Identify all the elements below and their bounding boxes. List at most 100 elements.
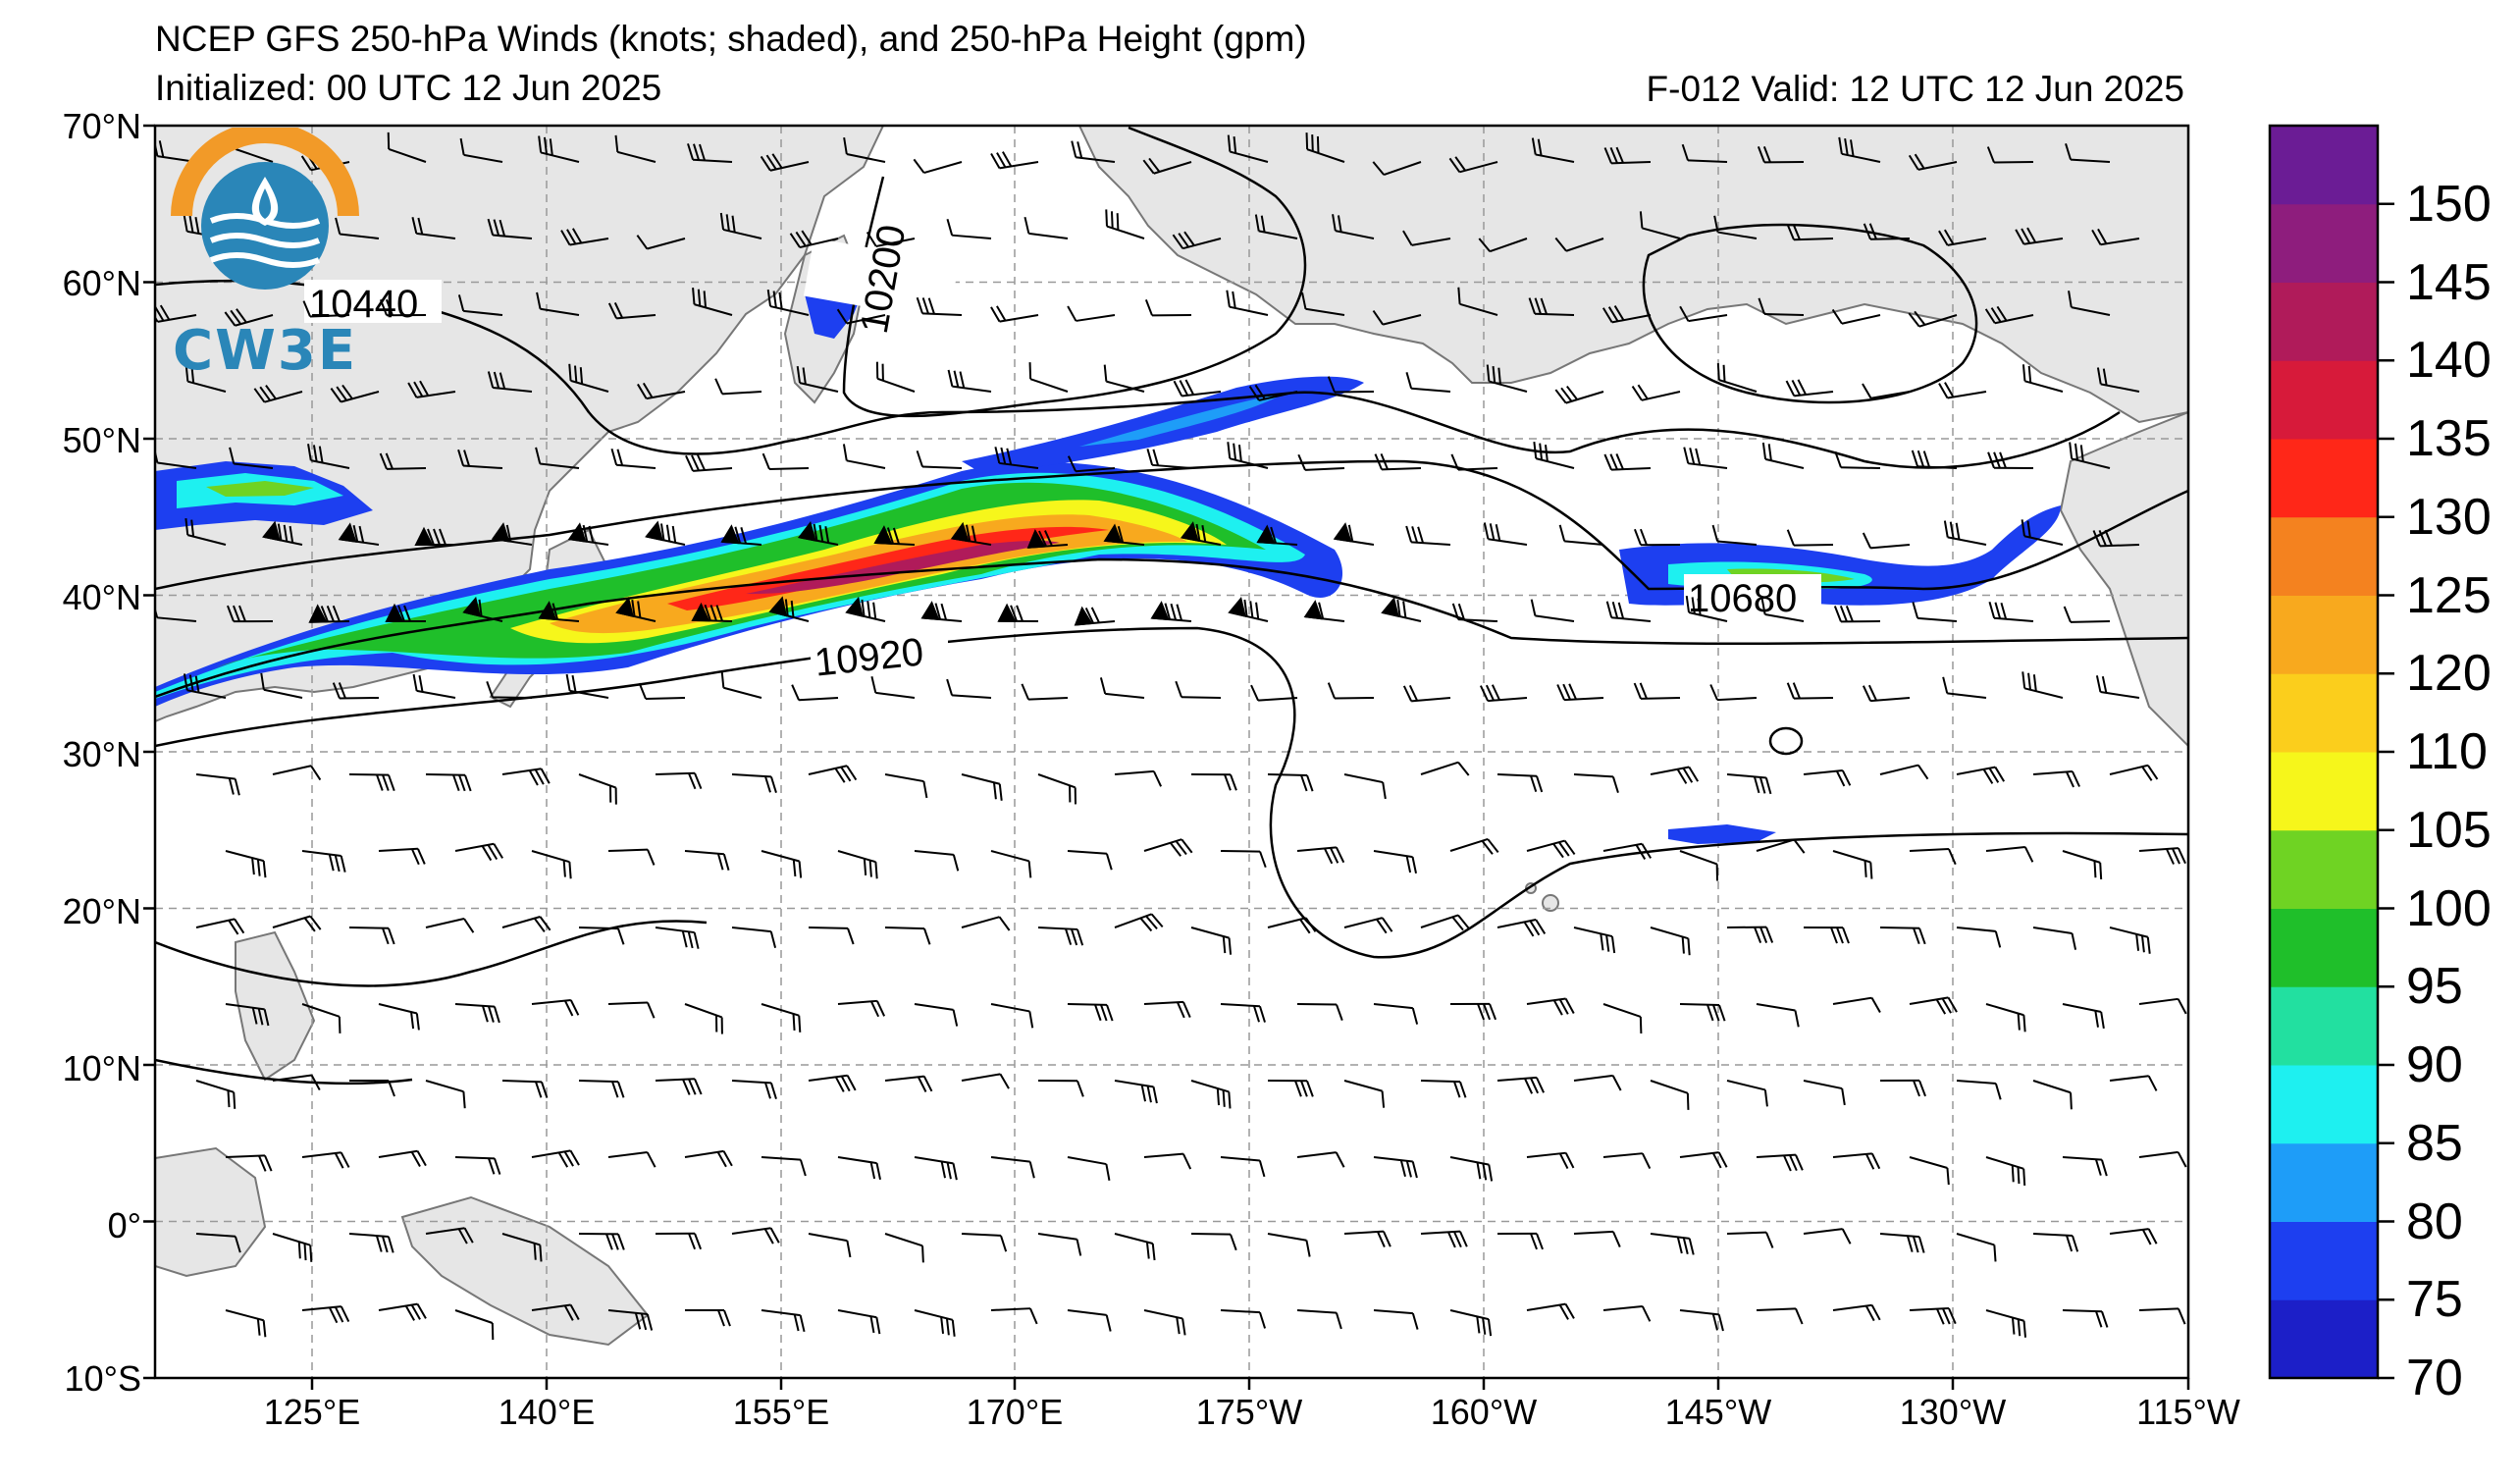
wind-barb bbox=[1984, 305, 2034, 325]
wind-barb bbox=[655, 927, 700, 949]
wind-barb bbox=[1711, 524, 1758, 546]
wind-barb bbox=[1226, 290, 1269, 316]
wind-barb bbox=[913, 158, 963, 175]
colorbar-swatch bbox=[2270, 126, 2378, 205]
wind-barb bbox=[1296, 1003, 1343, 1021]
contour-10920-b bbox=[155, 626, 2188, 959]
wind-barb bbox=[768, 596, 810, 622]
wind-barb bbox=[1909, 1306, 1957, 1325]
wind-barb bbox=[1985, 1309, 2027, 1338]
wind-barb bbox=[272, 1074, 321, 1091]
wind-barb bbox=[873, 525, 916, 546]
wind-barb bbox=[961, 1073, 1010, 1089]
wind-barb bbox=[843, 136, 886, 163]
wind-barb bbox=[2109, 764, 2159, 781]
wind-barb bbox=[1105, 209, 1145, 239]
colorbar-frame bbox=[2268, 124, 2380, 1380]
wind-barb bbox=[2021, 519, 2064, 546]
wind-barb bbox=[2032, 1233, 2079, 1252]
wind-barb bbox=[1180, 521, 1222, 546]
wind-barb bbox=[761, 1003, 802, 1033]
wind-barb bbox=[655, 1078, 703, 1095]
wind-barb bbox=[1956, 766, 2006, 784]
wind-barb bbox=[961, 773, 1003, 801]
wind-barb bbox=[1602, 1304, 1652, 1322]
wind-barb bbox=[731, 1227, 780, 1245]
wind-barb bbox=[1908, 310, 1958, 328]
wind-barb bbox=[1601, 305, 1652, 324]
wind-barb bbox=[607, 1309, 654, 1331]
wind-barb bbox=[1373, 1156, 1418, 1179]
wind-barb bbox=[1150, 601, 1192, 622]
wind-barb bbox=[387, 132, 427, 163]
wind-barb bbox=[225, 1154, 273, 1172]
wind-barb bbox=[307, 444, 350, 469]
colorbar-swatch bbox=[2270, 1142, 2378, 1222]
wind-barb bbox=[607, 1001, 656, 1019]
wind-barb bbox=[454, 1156, 501, 1175]
wind-barb bbox=[491, 522, 533, 546]
wind-barb bbox=[1573, 927, 1616, 954]
wind-barb bbox=[2015, 227, 2064, 245]
wind-barb bbox=[454, 1003, 500, 1024]
wind-barb bbox=[1911, 450, 1958, 469]
wind-barb bbox=[719, 212, 762, 239]
wind-barb bbox=[1486, 364, 1528, 393]
wind-barb bbox=[535, 447, 580, 469]
wind-barb bbox=[1908, 153, 1958, 171]
wind-barb bbox=[1832, 1303, 1881, 1322]
colorbar-label: 150 bbox=[2406, 175, 2492, 233]
wind-barb bbox=[1833, 605, 1881, 623]
wind-barb bbox=[1175, 680, 1222, 699]
wind-barb bbox=[378, 1003, 420, 1031]
wind-barb bbox=[1956, 1080, 2002, 1100]
wind-barb bbox=[2021, 671, 2064, 699]
lat-label-0: 0° bbox=[107, 1205, 141, 1245]
wind-barb bbox=[1420, 1230, 1468, 1248]
wind-barb bbox=[1103, 364, 1145, 393]
lon-label-115w: 115°W bbox=[2136, 1392, 2240, 1432]
lon-label-130w: 130°W bbox=[1899, 1392, 2007, 1432]
wind-barb bbox=[914, 1309, 956, 1337]
chart-title: NCEP GFS 250-hPa Winds (knots; shaded), … bbox=[155, 19, 1307, 59]
wind-barb bbox=[808, 1233, 852, 1258]
wind-barb bbox=[684, 1309, 731, 1327]
wind-barb bbox=[531, 999, 580, 1017]
wind-barb bbox=[272, 1233, 313, 1262]
wind-barb bbox=[1114, 913, 1164, 932]
wind-barb bbox=[184, 364, 227, 393]
wind-barb bbox=[1709, 684, 1758, 702]
wind-barbs bbox=[155, 132, 2187, 1341]
wind-barb bbox=[884, 927, 931, 945]
wind-barb bbox=[1449, 1309, 1493, 1337]
wind-barb bbox=[1026, 529, 1069, 549]
wind-barb bbox=[1756, 1307, 1804, 1325]
wind-barb bbox=[536, 291, 580, 316]
wind-barb bbox=[1938, 229, 1987, 246]
wind-barb bbox=[684, 1149, 733, 1168]
wind-barb bbox=[684, 850, 730, 871]
colorbar-swatch bbox=[2270, 595, 2378, 674]
wind-barb bbox=[487, 218, 533, 239]
axis-ticks bbox=[143, 124, 2190, 1390]
lat-label-20n: 20°N bbox=[62, 891, 141, 931]
wind-barb bbox=[1956, 1233, 1997, 1262]
wind-barb bbox=[884, 1075, 933, 1092]
wind-barb bbox=[578, 1233, 625, 1250]
colorbar-label: 70 bbox=[2406, 1350, 2463, 1406]
wind-barb bbox=[1143, 1152, 1192, 1170]
wind-barb bbox=[302, 300, 350, 318]
wind-barb bbox=[2032, 927, 2077, 950]
wind-barb bbox=[1530, 599, 1575, 622]
colorbar-swatch bbox=[2270, 1299, 2378, 1379]
contour-label-10440: 10440 bbox=[309, 283, 419, 326]
colorbar-swatch bbox=[2270, 1065, 2378, 1144]
wind-barb bbox=[997, 603, 1039, 622]
wind-barb bbox=[301, 1151, 350, 1169]
wind-barb bbox=[1037, 773, 1077, 805]
wind-barb bbox=[1301, 291, 1345, 316]
wind-barb bbox=[692, 288, 733, 316]
wind-barb bbox=[2091, 228, 2140, 246]
wind-barb bbox=[1305, 132, 1345, 163]
wind-barb bbox=[1343, 1080, 1386, 1108]
